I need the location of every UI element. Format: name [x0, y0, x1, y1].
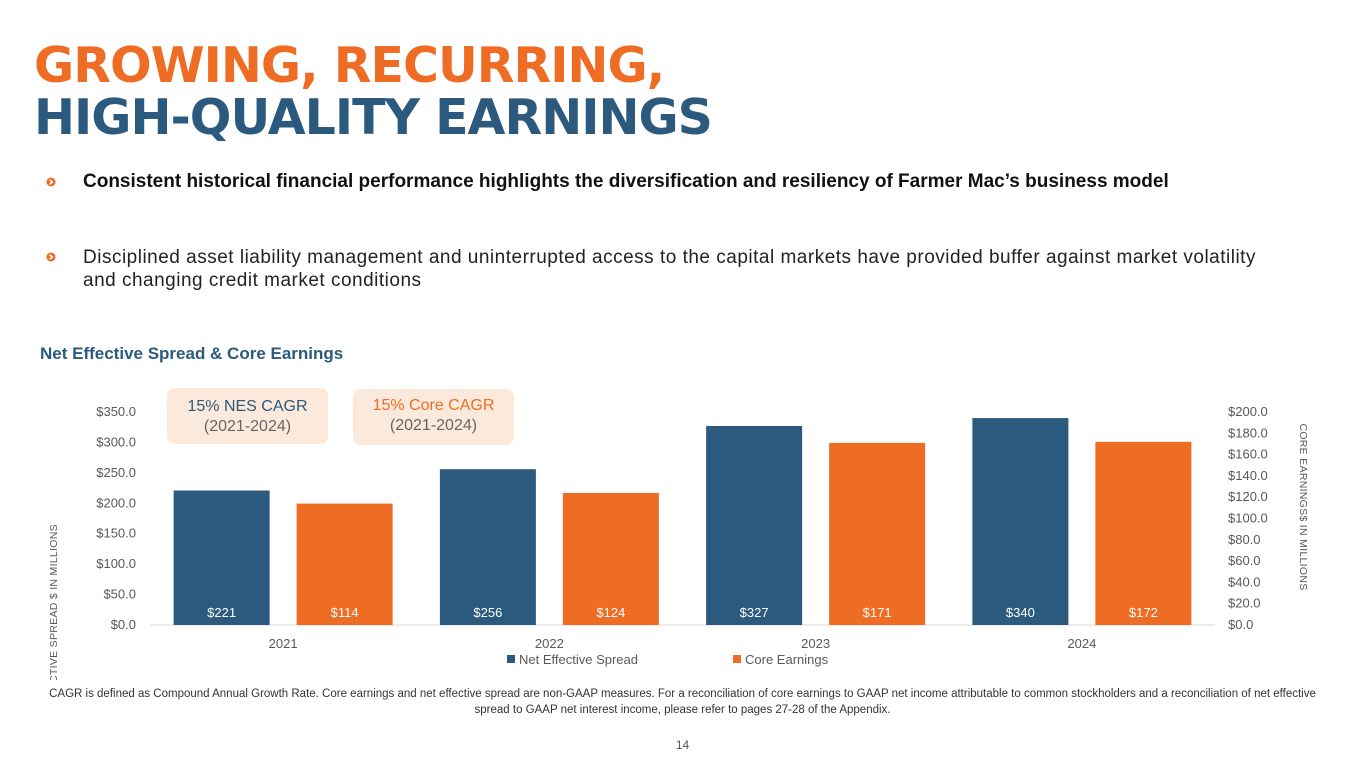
y-tick-right: $20.0 — [1228, 596, 1261, 611]
y-tick-left: $150.0 — [96, 526, 136, 541]
core-cagr-callout: 15% Core CAGR (2021-2024) — [353, 389, 514, 445]
bar-core-earnings — [1095, 441, 1192, 625]
y-tick-left: $100.0 — [96, 556, 136, 571]
bar-net-effective-spread — [173, 490, 270, 625]
bar-value-label: $171 — [863, 605, 892, 620]
y-tick-right: $0.0 — [1228, 617, 1253, 632]
bullet-2-text: Disciplined asset liability management a… — [83, 247, 1256, 291]
y-tick-left: $300.0 — [96, 434, 136, 449]
legend-swatch-core — [733, 655, 741, 663]
bar-value-label: $221 — [207, 605, 236, 620]
bar-value-label: $114 — [331, 605, 359, 620]
nes-cagr-callout: 15% NES CAGR (2021-2024) — [167, 388, 328, 444]
bar-value-label: $340 — [1006, 605, 1035, 620]
bar-core-earnings — [296, 503, 393, 625]
title-line-1: GROWING, RECURRING, — [34, 37, 665, 94]
y-tick-left: $250.0 — [96, 465, 136, 480]
bullet-icon — [46, 177, 56, 187]
bar-value-label: $327 — [740, 605, 769, 620]
bar-value-label: $124 — [596, 605, 625, 620]
bar-value-label: $172 — [1129, 605, 1158, 620]
y-tick-left: $50.0 — [103, 587, 136, 602]
y-tick-left: $0.0 — [111, 617, 136, 632]
title-line-2: HIGH-QUALITY EARNINGS — [34, 89, 713, 146]
nes-cagr-period: (2021-2024) — [203, 418, 292, 435]
x-tick-label: 2024 — [1067, 636, 1096, 651]
x-tick-label: 2022 — [535, 636, 564, 651]
bar-net-effective-spread — [439, 469, 536, 625]
y-tick-right: $80.0 — [1228, 532, 1261, 547]
bar-core-earnings — [562, 492, 659, 625]
y-tick-right: $120.0 — [1228, 489, 1268, 504]
bullet-1-text: Consistent historical financial performa… — [83, 171, 1169, 192]
bar-net-effective-spread — [972, 418, 1069, 625]
core-cagr-period: (2021-2024) — [389, 417, 478, 434]
y-tick-right: $140.0 — [1228, 468, 1268, 483]
bullet-icon — [46, 252, 56, 262]
footnote: CAGR is defined as Compound Annual Growt… — [49, 688, 1316, 716]
y-tick-right: $60.0 — [1228, 553, 1261, 568]
y-tick-right: $180.0 — [1228, 425, 1268, 440]
bar-value-label: $256 — [473, 605, 502, 620]
y-axis-label-right: CORE EARNINGS$ IN MILLIONS — [1297, 423, 1309, 590]
y-tick-right: $40.0 — [1228, 574, 1261, 589]
y-tick-left: $350.0 — [96, 404, 136, 419]
nes-cagr-label: 15% NES CAGR — [187, 398, 308, 415]
y-tick-right: $200.0 — [1228, 404, 1268, 419]
y-tick-left: $200.0 — [96, 495, 136, 510]
bar-core-earnings — [829, 442, 926, 625]
y-axis-label-left: NET EFFECTIVE SPREAD $ IN MILLIONS — [48, 524, 60, 680]
page-number: 14 — [675, 738, 690, 752]
core-cagr-label: 15% Core CAGR — [372, 397, 495, 414]
x-tick-label: 2021 — [269, 636, 298, 651]
chart-title: Net Effective Spread & Core Earnings — [40, 344, 344, 363]
legend-label-nes: Net Effective Spread — [519, 652, 638, 667]
legend: Net Effective Spread Core Earnings — [507, 652, 829, 667]
y-tick-right: $160.0 — [1228, 447, 1268, 462]
x-tick-label: 2023 — [801, 636, 830, 651]
legend-swatch-nes — [507, 655, 515, 663]
bar-net-effective-spread — [706, 425, 803, 625]
legend-label-core: Core Earnings — [745, 652, 829, 667]
bar-chart: $0.0 $50.0 $100.0 $150.0 $200.0 $250.0 $300.0 $… — [48, 404, 1309, 680]
y-tick-right: $100.0 — [1228, 511, 1268, 526]
